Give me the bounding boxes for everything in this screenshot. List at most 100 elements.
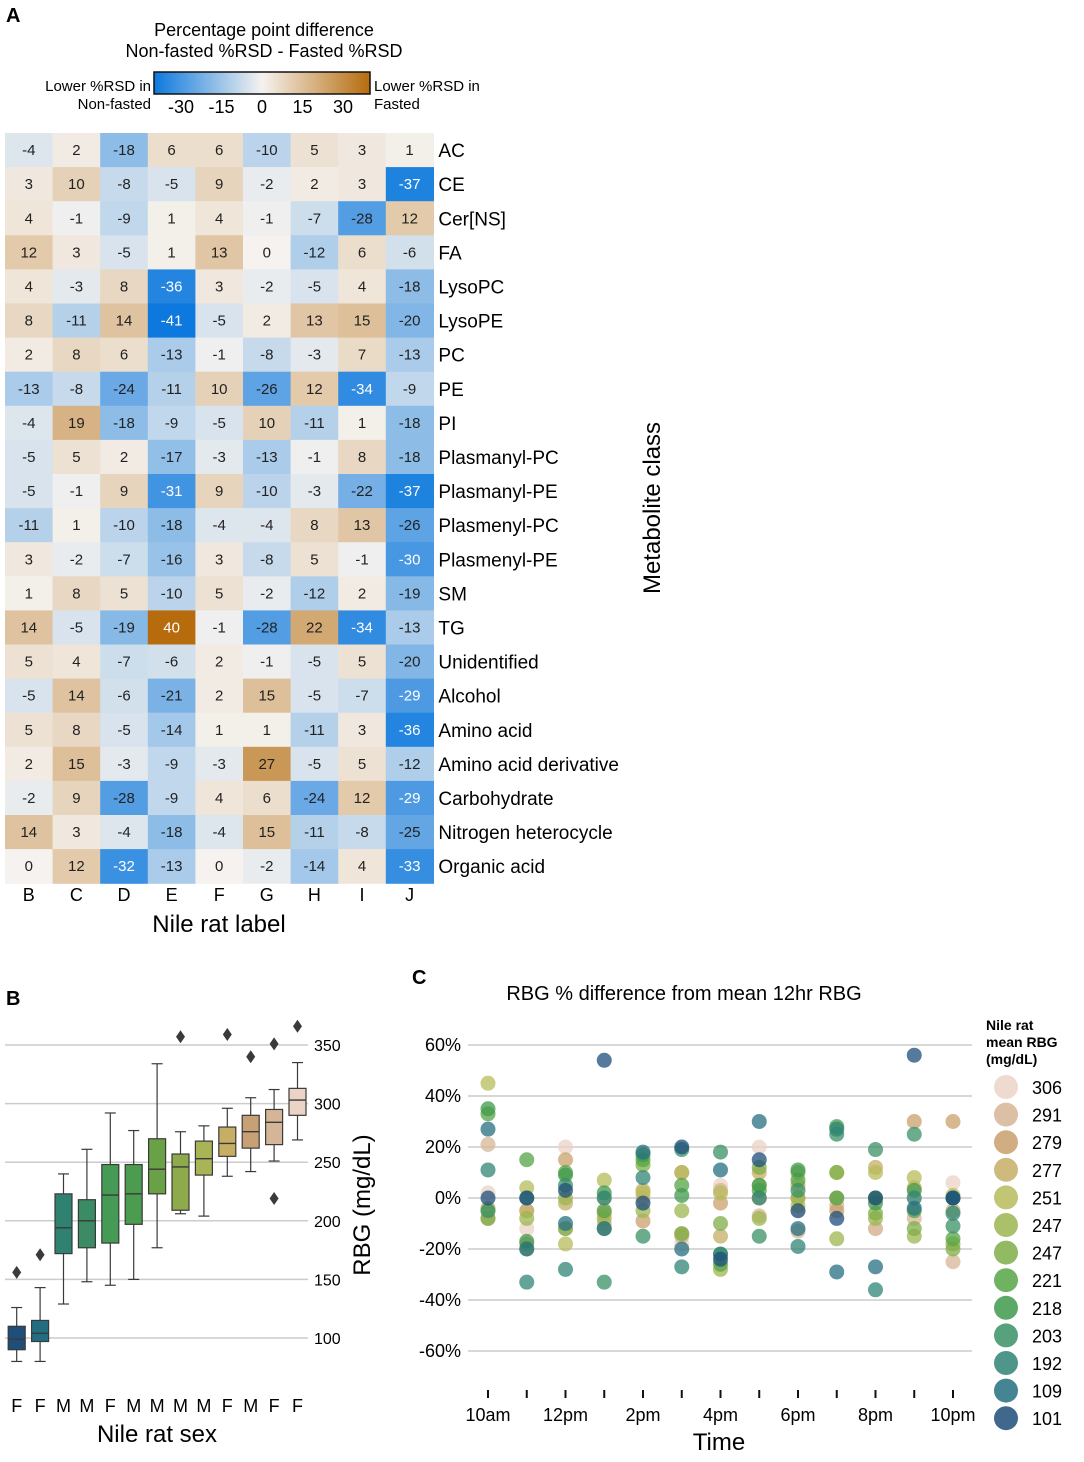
- scatter-point: [906, 1170, 922, 1186]
- legend-label: 251: [1032, 1188, 1062, 1208]
- heatmap-cell-label: 4: [358, 278, 366, 295]
- heatmap-row-label: Unidentified: [438, 653, 538, 674]
- heatmap-cell-label: 1: [215, 722, 223, 739]
- heatmap-cell-label: 10: [258, 415, 275, 432]
- heatmap-cell-label: -18: [399, 415, 421, 432]
- scatter-point: [674, 1139, 690, 1155]
- boxplot-x-tick-label: M: [243, 1396, 258, 1416]
- legend-marker: [994, 1075, 1018, 1099]
- legend-label: 218: [1032, 1299, 1062, 1319]
- heatmap-cell-label: 13: [354, 517, 371, 534]
- heatmap-cell-label: -2: [260, 858, 273, 875]
- scatter-point: [790, 1182, 806, 1198]
- heatmap-cell-label: 2: [25, 756, 33, 773]
- scatter-point: [480, 1203, 496, 1219]
- heatmap-row-label: Plasmanyl-PC: [438, 448, 558, 469]
- heatmap-cell-label: 15: [354, 313, 371, 330]
- heatmap-cell: [5, 303, 54, 339]
- heatmap-cell-label: 5: [120, 585, 128, 602]
- heatmap-cell-label: -12: [304, 585, 326, 602]
- heatmap-cell: [195, 849, 244, 884]
- heatmap-cell: [338, 712, 387, 748]
- scatter-y-tick-label: -20%: [419, 1239, 461, 1259]
- heatmap-cell: [385, 508, 434, 543]
- scatter-point: [829, 1121, 845, 1137]
- heatmap-cell: [338, 405, 387, 441]
- heatmap-cell-label: -5: [117, 722, 130, 739]
- scatter-point: [635, 1144, 651, 1160]
- heatmap-cell-label: 4: [72, 654, 80, 671]
- heatmap-cell: [5, 167, 54, 202]
- heatmap-cell-label: -14: [304, 858, 326, 875]
- heatmap-cell: [243, 678, 292, 714]
- heatmap-cell: [385, 371, 434, 407]
- heatmap-cell-label: 12: [354, 790, 371, 807]
- heatmap-cell-label: -13: [161, 347, 183, 364]
- heatmap-cell: [147, 474, 196, 509]
- boxplot-x-tick-label: F: [105, 1396, 116, 1416]
- heatmap-cell-label: 6: [120, 347, 128, 364]
- heatmap-cell: [385, 303, 434, 339]
- heatmap-cell-label: 2: [72, 142, 80, 159]
- box-iqr: [77, 1199, 97, 1249]
- legend-label: 306: [1032, 1078, 1062, 1098]
- heatmap-cell-label: 19: [68, 415, 85, 432]
- heatmap-cell: [147, 133, 196, 168]
- scatter-point: [945, 1190, 961, 1206]
- boxplot-box: [54, 1173, 73, 1305]
- scatter-point: [480, 1162, 496, 1178]
- scatter-point: [790, 1221, 806, 1237]
- boxplot-y-tick-label: 300: [314, 1097, 341, 1114]
- heatmap-cell: [52, 201, 101, 236]
- scatter-point: [713, 1185, 728, 1201]
- heatmap-cell: [100, 849, 149, 884]
- boxplot-y-tick-label: 200: [314, 1214, 341, 1231]
- heatmap-cell-label: -8: [70, 381, 83, 398]
- boxplot-x-tick-label: M: [150, 1396, 165, 1416]
- heatmap-row-label: PE: [438, 380, 463, 401]
- heatmap-cell-label: 5: [358, 756, 366, 773]
- scatter-point: [596, 1221, 612, 1237]
- heatmap-cell-label: 9: [215, 483, 223, 500]
- boxplot-box: [7, 1265, 26, 1363]
- heatmap-cell: [52, 678, 101, 714]
- heatmap-cell-label: 40: [163, 619, 180, 636]
- heatmap-cell: [385, 167, 434, 202]
- heatmap-cell-label: -2: [260, 278, 273, 295]
- heatmap-cell-label: -11: [161, 381, 182, 398]
- heatmap-cell-label: -1: [308, 449, 321, 466]
- box-outlier: [293, 1019, 302, 1033]
- heatmap-cell-label: -24: [113, 381, 135, 398]
- heatmap-cell-label: -5: [308, 654, 321, 671]
- box-outlier: [12, 1265, 22, 1279]
- heatmap-cell: [338, 133, 387, 168]
- heatmap-cell-label: 8: [120, 278, 128, 295]
- heatmap-cell: [100, 474, 149, 509]
- boxplot-box: [171, 1030, 190, 1215]
- scatter-point: [868, 1165, 883, 1180]
- scatter-point: [945, 1254, 961, 1270]
- heatmap-cell: [385, 337, 434, 373]
- heatmap-cell-label: -3: [213, 756, 226, 773]
- heatmap-cell-label: -2: [260, 176, 273, 193]
- heatmap-cell-label: 5: [25, 654, 33, 671]
- heatmap-cell-label: -34: [351, 619, 373, 636]
- boxplot-y-tick-label: 100: [314, 1331, 341, 1348]
- boxplot-gridlines: [5, 1044, 308, 1339]
- heatmap-cell: [290, 474, 339, 509]
- heatmap-cell-label: -4: [117, 824, 130, 841]
- box-outlier: [176, 1030, 185, 1044]
- heatmap-cell-label: 2: [120, 449, 128, 466]
- scatter-point: [519, 1274, 535, 1290]
- heatmap-cell-label: -5: [213, 415, 226, 432]
- box-iqr: [101, 1163, 120, 1244]
- heatmap-cell-label: 13: [306, 313, 323, 330]
- heatmap-cell: [195, 133, 244, 168]
- heatmap-cell: [52, 167, 101, 202]
- heatmap-cell: [147, 167, 196, 202]
- heatmap-cell: [100, 610, 149, 646]
- heatmap-cell-label: -10: [113, 517, 135, 534]
- scatter-point: [906, 1200, 922, 1216]
- heatmap-cell-label: 14: [116, 313, 133, 330]
